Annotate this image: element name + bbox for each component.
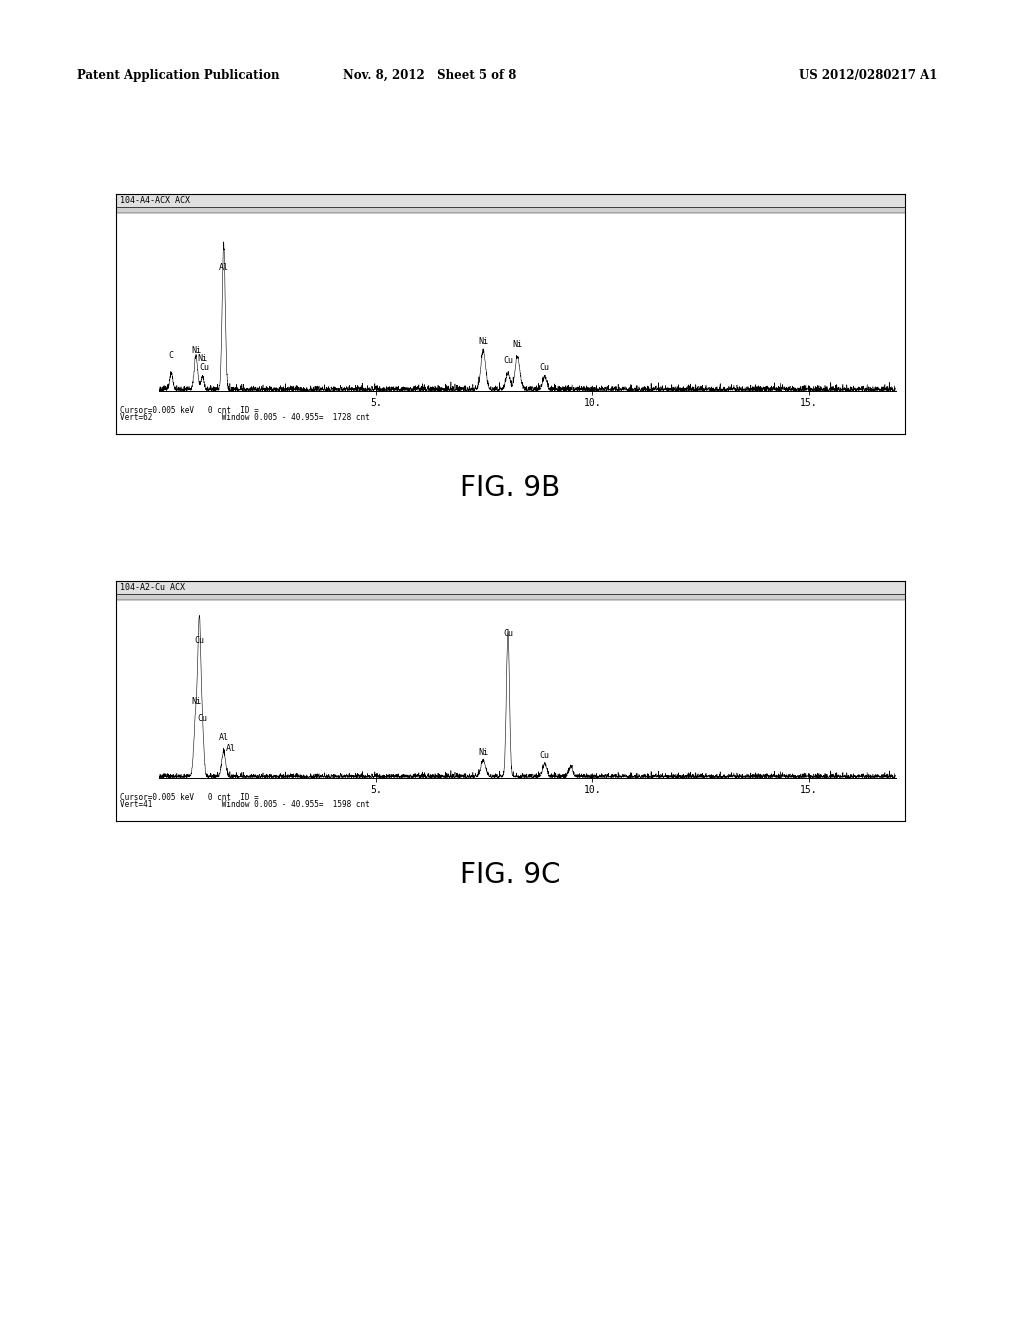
Text: Cu: Cu bbox=[200, 363, 210, 371]
Text: Patent Application Publication: Patent Application Publication bbox=[77, 69, 280, 82]
Text: FIG. 9C: FIG. 9C bbox=[460, 861, 561, 890]
Text: Vert=41               Window 0.005 - 40.955=  1598 cnt: Vert=41 Window 0.005 - 40.955= 1598 cnt bbox=[120, 800, 370, 809]
Text: Cu: Cu bbox=[540, 751, 550, 760]
Text: US 2012/0280217 A1: US 2012/0280217 A1 bbox=[799, 69, 937, 82]
Text: C: C bbox=[169, 351, 174, 360]
Text: Al: Al bbox=[219, 733, 228, 742]
Text: 104-A2-Cu ACX: 104-A2-Cu ACX bbox=[120, 583, 184, 591]
Text: FIG. 9B: FIG. 9B bbox=[461, 474, 560, 503]
Bar bbox=[116, 207, 905, 214]
Text: Ni: Ni bbox=[190, 697, 201, 706]
Text: Cu: Cu bbox=[198, 714, 208, 722]
Text: Cu: Cu bbox=[195, 635, 205, 644]
Text: Vert=62               Window 0.005 - 40.955=  1728 cnt: Vert=62 Window 0.005 - 40.955= 1728 cnt bbox=[120, 413, 370, 422]
Text: Cursor=0.005 keV   0 cnt  ID =: Cursor=0.005 keV 0 cnt ID = bbox=[120, 407, 258, 414]
Text: Cu: Cu bbox=[503, 356, 513, 366]
Text: Ni: Ni bbox=[478, 337, 488, 346]
Text: Nov. 8, 2012   Sheet 5 of 8: Nov. 8, 2012 Sheet 5 of 8 bbox=[343, 69, 517, 82]
Text: Ni: Ni bbox=[478, 747, 488, 756]
Text: Al: Al bbox=[225, 744, 236, 754]
Text: 104-A4-ACX ACX: 104-A4-ACX ACX bbox=[120, 197, 189, 205]
Bar bbox=[116, 194, 905, 207]
Text: Ni: Ni bbox=[198, 354, 208, 363]
Text: Cursor=0.005 keV   0 cnt  ID =: Cursor=0.005 keV 0 cnt ID = bbox=[120, 793, 258, 801]
Text: Cu: Cu bbox=[540, 363, 550, 371]
Text: Cu: Cu bbox=[503, 630, 513, 638]
Text: Ni: Ni bbox=[512, 339, 522, 348]
Text: Ni: Ni bbox=[190, 346, 201, 355]
Bar bbox=[116, 594, 905, 601]
Text: Al: Al bbox=[219, 264, 228, 272]
Bar bbox=[116, 581, 905, 594]
